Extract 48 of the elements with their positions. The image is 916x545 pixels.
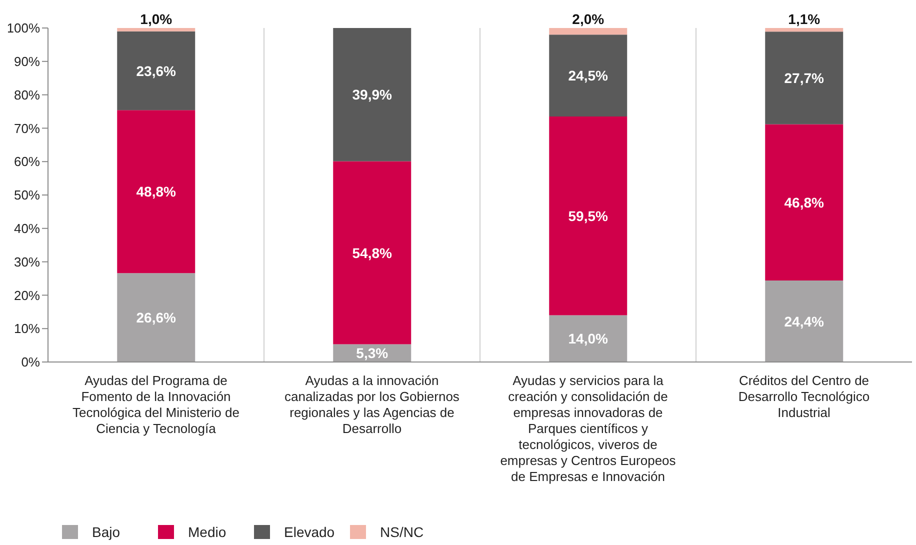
legend-label: Elevado (284, 524, 335, 540)
data-label: 27,7% (784, 70, 825, 86)
y-tick-label: 40% (14, 221, 40, 236)
bar (117, 28, 196, 32)
data-label: 5,3% (356, 345, 389, 362)
y-tick-label: 80% (14, 87, 40, 102)
x-tick-label: Ayudas y servicios para la creación y consolidación de empresas innovadoras de Parques científicos y tecnológicos, viveros de empresas y Centros Europeos de Empresas e Innovación (500, 373, 676, 484)
bar (549, 116, 628, 316)
legend-label: Medio (188, 524, 226, 540)
data-label: 1,1% (788, 11, 821, 27)
y-tick-label: 10% (14, 321, 40, 336)
bar (549, 315, 628, 362)
y-tick-label: 90% (14, 54, 40, 70)
legend-label: Bajo (92, 524, 120, 540)
data-label: 59,5% (568, 208, 609, 224)
data-label: 24,5% (568, 68, 609, 84)
y-tick-label: 0% (21, 354, 40, 370)
data-label: 1,0% (140, 11, 173, 27)
data-label: 14,0% (568, 330, 609, 347)
legend-label: NS/NC (380, 524, 424, 540)
data-label: 48,8% (136, 184, 177, 200)
y-tick-label: 60% (14, 154, 40, 170)
y-tick-label: 100% (6, 20, 40, 36)
bar (117, 110, 196, 274)
y-tick-label: 70% (14, 120, 40, 136)
y-tick-label: 20% (14, 288, 40, 303)
data-label: 23,6% (136, 62, 177, 79)
bar (549, 34, 628, 117)
data-label: 26,6% (136, 310, 177, 326)
bar (765, 280, 844, 362)
bar (333, 28, 412, 162)
bar (765, 124, 844, 281)
bar (549, 28, 628, 35)
data-label: 39,9% (352, 86, 393, 103)
y-tick-label: 50% (14, 188, 40, 203)
bar (765, 28, 844, 32)
bar (117, 273, 196, 362)
data-label: 2,0% (572, 11, 605, 27)
data-label: 46,8% (784, 194, 825, 210)
x-tick-label: Créditos del Centro de Desarrollo Tecnológico Industrial (738, 373, 870, 420)
bar (765, 32, 844, 124)
data-label: 24,4% (784, 313, 825, 330)
y-tick-label: 30% (14, 254, 40, 270)
data-label: 54,8% (352, 244, 393, 261)
bar (117, 31, 196, 110)
x-tick-label: Ayudas a la innovación canalizadas por los Gobiernos regionales y las Agencias de Desarrollo (284, 373, 460, 436)
x-tick-label: Ayudas del Programa de Fomento de la Innovación Tecnológica del Ministerio de Ciencia y Tecnología (72, 373, 240, 436)
bar (333, 161, 412, 344)
